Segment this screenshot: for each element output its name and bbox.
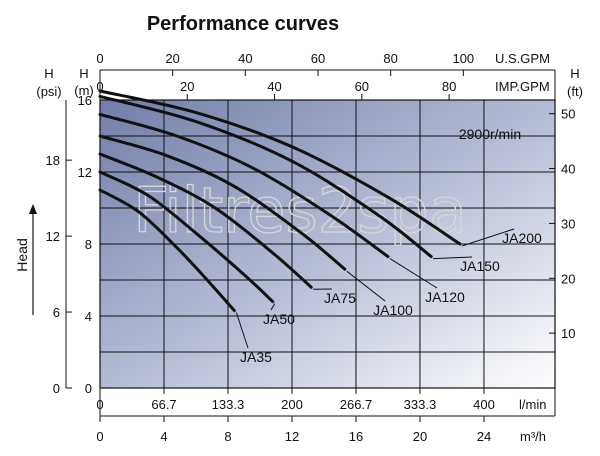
- impgpm-tick-label: 60: [355, 79, 369, 94]
- m3h-tick-label: 20: [413, 429, 427, 444]
- m3h-unit: m³/h: [520, 429, 546, 444]
- m-tick-label: 4: [85, 309, 92, 324]
- psi-tick-label: 18: [46, 153, 60, 168]
- curve-leader-ja200: [461, 228, 515, 247]
- curve-ja75: [98, 152, 313, 289]
- curve-ja120: [98, 112, 390, 259]
- ft-unit-h: H: [570, 66, 579, 81]
- curve-label-ja50: JA50: [263, 311, 295, 327]
- curve-label-ja35: JA35: [240, 349, 272, 365]
- lpm-tick-label: 0: [96, 397, 103, 412]
- ft-tick-label: 30: [561, 216, 575, 231]
- ft-tick-label: 20: [561, 271, 575, 286]
- top-axis: [99, 69, 556, 101]
- curve-label-ja120: JA120: [425, 289, 465, 305]
- curve-ja200: [98, 89, 462, 246]
- usgpm-tick-label: 80: [383, 51, 397, 66]
- usgpm-tick-labels: 0 20 40 60 80 100: [96, 51, 474, 76]
- usgpm-tick-label: 20: [165, 51, 179, 66]
- chart-title: Performance curves: [147, 13, 339, 35]
- curve-leader-ja100: [346, 270, 386, 302]
- psi-unit-h: H: [44, 66, 53, 81]
- usgpm-tick-label: 100: [452, 51, 474, 66]
- curve-ja35: [98, 188, 236, 313]
- m3h-tick-label: 4: [160, 429, 167, 444]
- m-tick-label: 8: [85, 237, 92, 252]
- psi-tick-labels: 0 6 12 18: [46, 153, 72, 396]
- m3h-tick-label: 16: [349, 429, 363, 444]
- curve-label-ja100: JA100: [373, 302, 413, 318]
- lpm-tick-label: 333.3: [404, 397, 437, 412]
- usgpm-unit: U.S.GPM: [495, 51, 550, 66]
- ft-tick-labels: 10 20 30 40 50: [549, 107, 575, 341]
- m3h-tick-labels: 0 4 8 12 16 20 24: [96, 416, 491, 444]
- impgpm-tick-label: 20: [180, 79, 194, 94]
- head-arrow-icon: [29, 204, 37, 214]
- curve-ja150: [98, 94, 433, 259]
- curve-leader-ja50: [270, 303, 276, 311]
- psi-tick-label: 0: [53, 381, 60, 396]
- curve-leader-ja150: [433, 256, 473, 260]
- lpm-tick-label: 133.3: [212, 397, 245, 412]
- lpm-tick-label: 200: [281, 397, 303, 412]
- impgpm-tick-label: 80: [442, 79, 456, 94]
- impgpm-unit: IMP.GPM: [495, 79, 550, 94]
- curve-label-ja200: JA200: [502, 230, 542, 246]
- usgpm-tick-label: 40: [238, 51, 252, 66]
- usgpm-tick-label: 0: [96, 51, 103, 66]
- ft-tick-label: 50: [561, 107, 575, 122]
- impgpm-tick-label: 40: [267, 79, 281, 94]
- head-label: Head: [14, 238, 30, 271]
- ft-tick-label: 10: [561, 326, 575, 341]
- lpm-tick-label: 66.7: [151, 397, 176, 412]
- m-unit-h: H: [79, 66, 88, 81]
- usgpm-tick-label: 60: [311, 51, 325, 66]
- lpm-tick-label: 266.7: [340, 397, 373, 412]
- m3h-tick-label: 8: [224, 429, 231, 444]
- lpm-tick-label: 400: [473, 397, 495, 412]
- ft-unit: (ft): [567, 84, 583, 99]
- curve-label-ja75: JA75: [324, 290, 356, 306]
- m-unit: (m): [74, 83, 94, 98]
- head-label-group: Head: [14, 204, 37, 315]
- lpm-unit: l/min: [519, 397, 546, 412]
- m-tick-label: 0: [85, 381, 92, 396]
- m3h-tick-label: 12: [285, 429, 299, 444]
- m-tick-labels: 0 4 8 12 16: [78, 93, 92, 396]
- m3h-tick-label: 0: [96, 429, 103, 444]
- psi-unit: (psi): [36, 84, 61, 99]
- watermark: Filtres2spa: [133, 174, 467, 247]
- impgpm-tick-label: 0: [96, 79, 103, 94]
- m-tick-label: 12: [78, 165, 92, 180]
- psi-tick-label: 6: [53, 305, 60, 320]
- m3h-tick-label: 24: [477, 429, 491, 444]
- impgpm-tick-labels: 0 20 40 60 80: [96, 79, 456, 100]
- curve-leader-ja35: [235, 312, 249, 349]
- ft-tick-label: 40: [561, 162, 575, 177]
- speed-annotation: 2900r/min: [459, 126, 521, 142]
- curve-label-ja150: JA150: [460, 258, 500, 274]
- curve-ja50: [98, 170, 275, 304]
- curve-ja100: [98, 134, 347, 271]
- psi-tick-label: 12: [46, 229, 60, 244]
- lpm-tick-labels: 0 66.7 133.3 200 266.7 333.3 400: [96, 388, 495, 412]
- curve-leader-ja120: [389, 258, 438, 289]
- m-tick-label: 16: [78, 93, 92, 108]
